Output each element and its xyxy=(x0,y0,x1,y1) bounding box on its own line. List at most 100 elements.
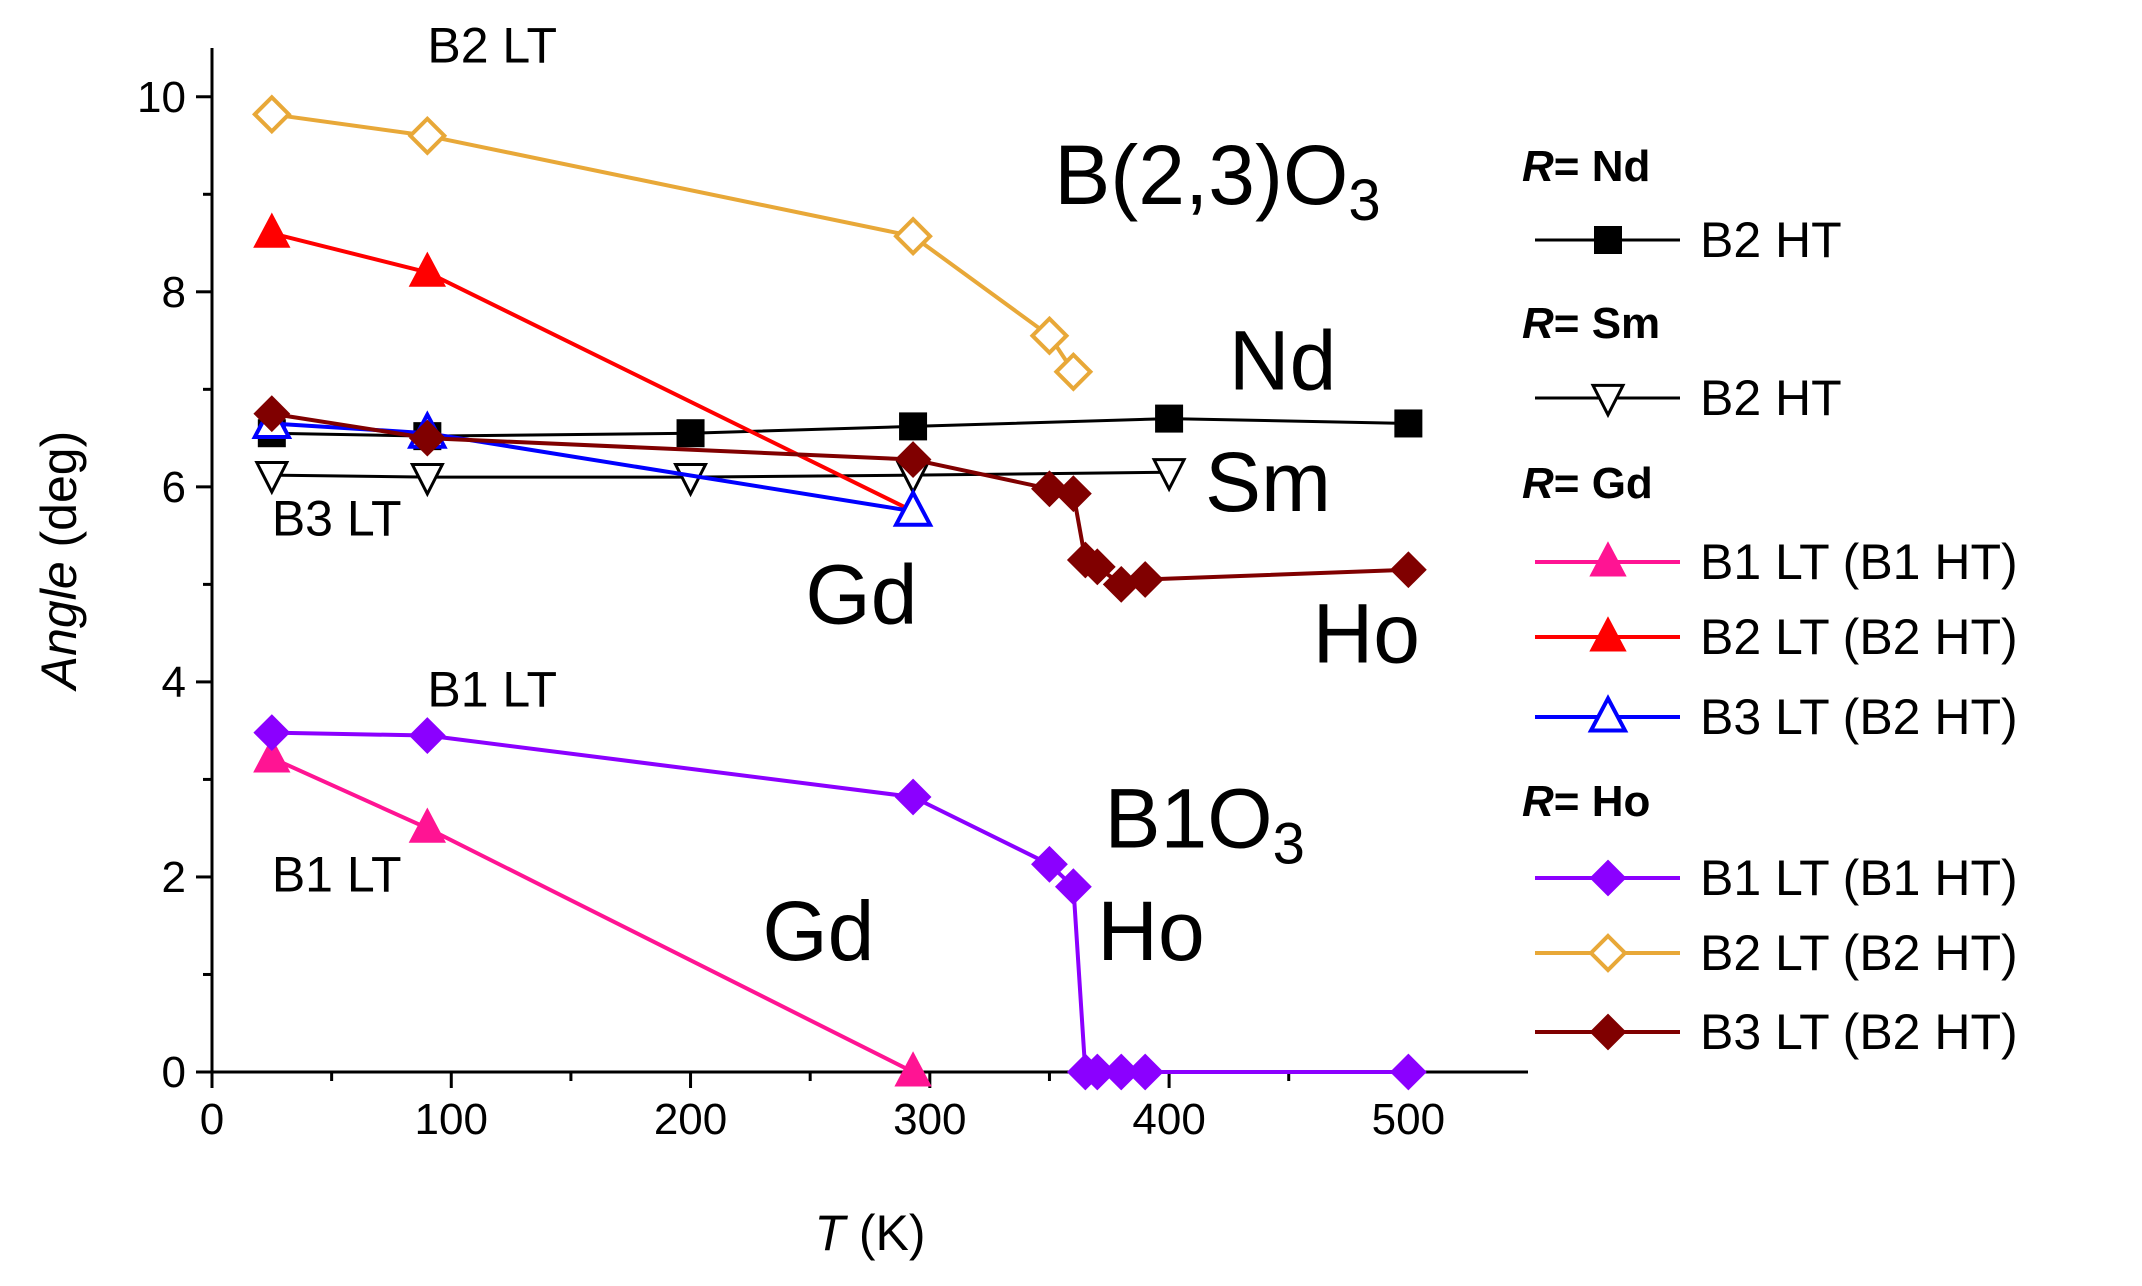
annotation-ho-lower: Ho xyxy=(1097,884,1204,978)
data-point-ho-b3lt xyxy=(1389,551,1427,589)
series-line-gd-b2lt xyxy=(271,231,914,514)
series-layer xyxy=(251,94,1427,1091)
data-point-ho-b1lt xyxy=(1389,1053,1427,1091)
data-point-gd-b1lt xyxy=(894,1051,932,1087)
legend-item-gd-b1lt: B1 LT (B1 HT) xyxy=(1535,534,2018,590)
legend-label: B3 LT (B2 HT) xyxy=(1700,1004,2018,1060)
data-point-ho-b2lt xyxy=(251,94,292,135)
legend-swatch-marker xyxy=(1588,933,1628,973)
annotation-gd-lower: Gd xyxy=(762,884,874,978)
data-point-ho-b1lt xyxy=(1054,868,1092,906)
series-line-nd-b2ht xyxy=(271,417,1409,438)
y-axis-title: Angle (deg) xyxy=(31,431,87,693)
annotation-b3lt: B3 LT xyxy=(272,491,402,547)
legend-label: B2 HT xyxy=(1700,212,1842,268)
x-tick-label: 500 xyxy=(1372,1095,1445,1144)
data-point-gd-b1lt xyxy=(408,807,447,843)
data-point-ho-b2lt xyxy=(893,216,933,257)
legend-label: B2 HT xyxy=(1700,370,1842,426)
data-point-nd-b2ht xyxy=(1394,409,1423,438)
legend-item-ho-b1lt: B1 LT (B1 HT) xyxy=(1535,850,2018,906)
x-tick-label: 200 xyxy=(654,1095,727,1144)
annotation-nd: Nd xyxy=(1229,313,1336,407)
data-point-ho-b1lt xyxy=(1126,1053,1164,1091)
series-ho-b1lt xyxy=(253,714,1427,1091)
data-point-sm-b2ht xyxy=(1151,458,1187,493)
data-point-ho-b3lt xyxy=(253,395,291,433)
legend-label: B3 LT (B2 HT) xyxy=(1700,689,2018,745)
compound-label-b23o3: B(2,3)O3 xyxy=(1054,128,1380,233)
data-point-ho-b2lt xyxy=(1053,351,1094,392)
legend-item-gd-b3lt: B3 LT (B2 HT) xyxy=(1535,689,2018,745)
legend-swatch-marker xyxy=(1589,1013,1627,1051)
legend-item-nd-b2ht: B2 HT xyxy=(1535,212,1842,268)
legend-label: B2 LT (B2 HT) xyxy=(1700,925,2018,981)
data-point-ho-b3lt xyxy=(1054,475,1092,513)
legend-header: R= Sm xyxy=(1522,299,1660,348)
series-gd-b1lt xyxy=(253,737,932,1087)
legend-swatch-marker xyxy=(1587,694,1629,733)
annotation-b1lt-upper: B1 LT xyxy=(427,661,557,717)
legend-header: R= Gd xyxy=(1522,459,1653,508)
series-line-ho-b2lt xyxy=(271,112,1076,373)
data-point-nd-b2ht xyxy=(899,412,928,441)
series-ho-b3lt xyxy=(253,395,1427,603)
legend-item-sm-b2ht: B2 HT xyxy=(1535,370,1842,426)
legend-item-ho-b2lt: B2 LT (B2 HT) xyxy=(1535,925,2018,981)
data-point-ho-b3lt xyxy=(408,419,446,457)
x-tick-label: 400 xyxy=(1132,1095,1205,1144)
x-tick-label: 300 xyxy=(893,1095,966,1144)
data-point-ho-b3lt xyxy=(1031,470,1068,508)
annotation-gd-upper: Gd xyxy=(805,547,917,641)
legend-swatch-marker xyxy=(1589,859,1627,897)
legend-label: B2 LT (B2 HT) xyxy=(1700,609,2018,665)
y-tick-label: 0 xyxy=(162,1048,186,1097)
data-point-gd-b1lt xyxy=(253,737,291,773)
data-point-nd-b2ht xyxy=(1155,404,1184,433)
compound-label-b1o3: B1O3 xyxy=(1104,772,1304,877)
legend-swatch-marker xyxy=(1590,383,1626,419)
axes: 0 100 200 300 400 500 0 2 4 6 8 10 T (K) Angle (deg) xyxy=(31,48,1528,1261)
legend-swatch-marker xyxy=(1594,226,1622,254)
series-ho-b2lt xyxy=(251,94,1094,392)
legend-item-gd-b2lt: B2 LT (B2 HT) xyxy=(1535,609,2018,665)
legend: R= Nd B2 HT R= Sm B2 HT R= Gd B1 LT (B1 HT) B2… xyxy=(1522,142,2018,1060)
data-point-ho-b3lt xyxy=(1078,548,1116,586)
data-point-ho-b1lt xyxy=(894,778,932,816)
y-tick-label: 10 xyxy=(137,73,186,122)
y-tick-label: 8 xyxy=(162,268,186,317)
data-point-gd-b2lt xyxy=(253,212,291,248)
data-point-gd-b3lt xyxy=(892,488,934,527)
annotation-b2lt-top: B2 LT xyxy=(427,18,557,74)
annotation-b1lt-lower: B1 LT xyxy=(272,847,402,903)
data-point-gd-b2lt xyxy=(408,251,447,287)
y-tick-label: 4 xyxy=(162,658,186,707)
data-point-ho-b3lt xyxy=(894,441,932,478)
data-point-sm-b2ht xyxy=(409,463,445,498)
data-point-ho-b3lt xyxy=(1126,561,1164,598)
data-point-ho-b1lt xyxy=(408,717,446,754)
x-tick-label: 0 xyxy=(200,1095,224,1144)
x-axis-title: T (K) xyxy=(814,1205,925,1261)
legend-swatch-marker xyxy=(1589,616,1627,652)
series-line-sm-b2ht xyxy=(271,470,1170,479)
data-point-ho-b2lt xyxy=(1029,315,1070,356)
x-tick-label: 100 xyxy=(415,1095,488,1144)
y-tick-label: 6 xyxy=(162,463,186,512)
data-point-ho-b2lt xyxy=(407,115,448,156)
data-point-ho-b1lt xyxy=(253,714,291,752)
y-tick-label: 2 xyxy=(162,853,186,902)
legend-header: R= Ho xyxy=(1522,777,1650,826)
data-point-nd-b2ht xyxy=(676,419,705,448)
legend-label: B1 LT (B1 HT) xyxy=(1700,850,2018,906)
data-point-sm-b2ht xyxy=(673,463,708,498)
legend-item-ho-b3lt: B3 LT (B2 HT) xyxy=(1535,1004,2018,1060)
legend-label: B1 LT (B1 HT) xyxy=(1700,534,2018,590)
legend-swatch-marker xyxy=(1589,541,1627,577)
legend-header: R= Nd xyxy=(1522,142,1650,191)
annotation-ho-upper: Ho xyxy=(1313,586,1420,680)
data-point-sm-b2ht xyxy=(254,461,290,496)
annotation-sm: Sm xyxy=(1205,435,1331,529)
data-point-ho-b1lt xyxy=(1031,845,1068,883)
